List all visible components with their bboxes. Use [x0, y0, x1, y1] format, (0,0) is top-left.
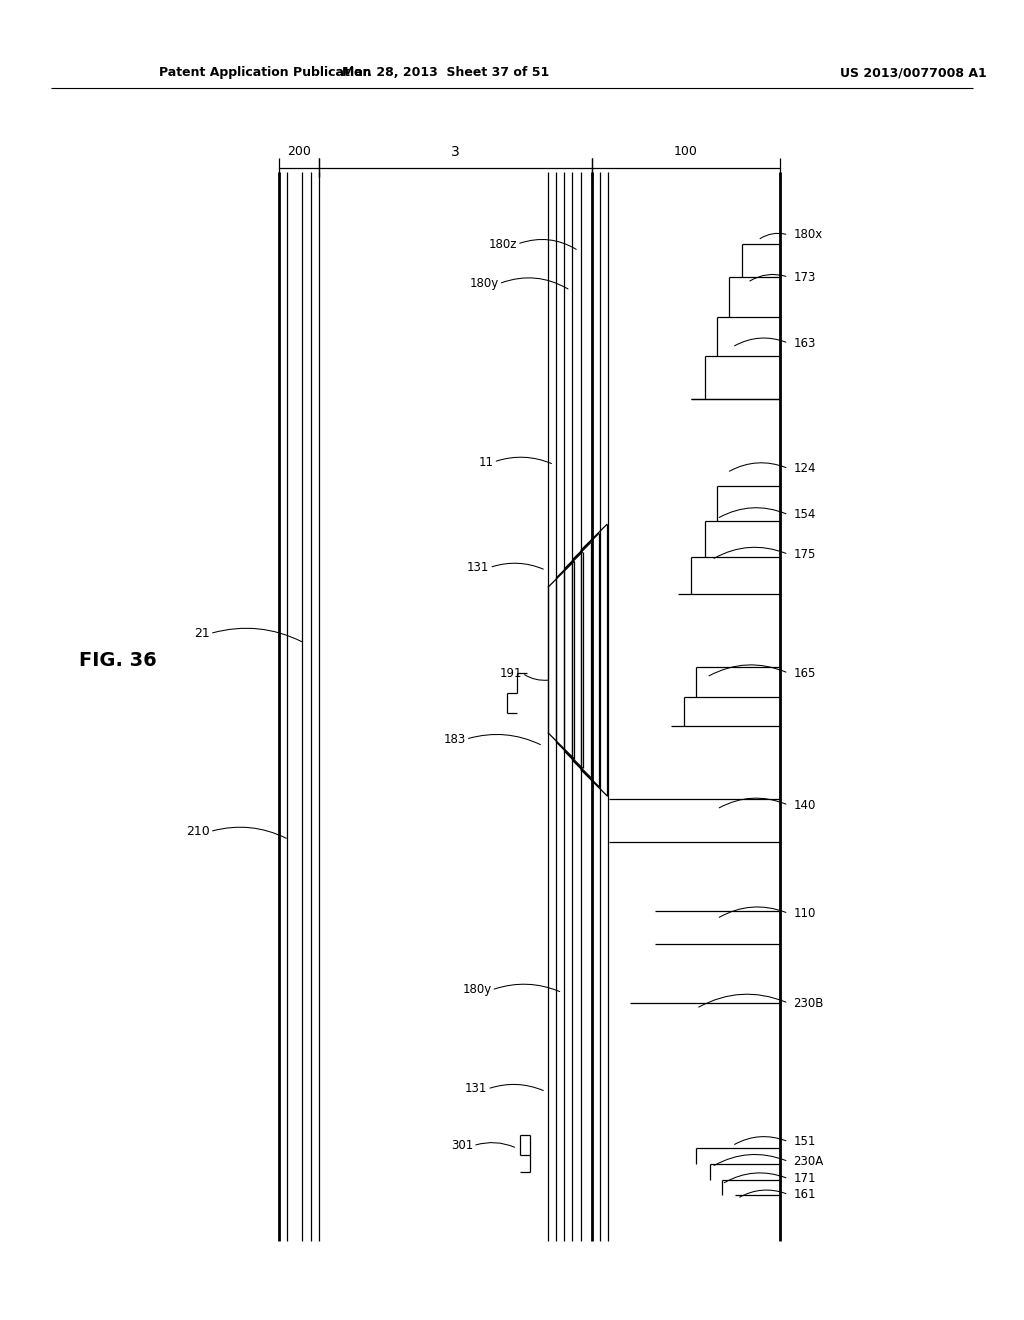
- Text: 140: 140: [794, 799, 816, 812]
- Text: 171: 171: [794, 1172, 816, 1185]
- Text: 180x: 180x: [794, 228, 823, 242]
- Text: US 2013/0077008 A1: US 2013/0077008 A1: [840, 66, 986, 79]
- Text: Mar. 28, 2013  Sheet 37 of 51: Mar. 28, 2013 Sheet 37 of 51: [342, 66, 549, 79]
- Text: 124: 124: [794, 462, 816, 475]
- Text: 161: 161: [794, 1188, 816, 1201]
- Text: 200: 200: [287, 145, 311, 158]
- Text: 301: 301: [451, 1139, 473, 1152]
- Text: 191: 191: [500, 667, 522, 680]
- Text: 3: 3: [452, 145, 460, 158]
- Text: 230A: 230A: [794, 1155, 824, 1168]
- Text: 180z: 180z: [488, 238, 517, 251]
- Text: 163: 163: [794, 337, 816, 350]
- Text: 180y: 180y: [469, 277, 499, 290]
- Text: 180y: 180y: [462, 983, 492, 997]
- Text: 173: 173: [794, 271, 816, 284]
- Text: FIG. 36: FIG. 36: [79, 651, 157, 669]
- Text: 11: 11: [478, 455, 494, 469]
- Text: 100: 100: [674, 145, 698, 158]
- Text: Patent Application Publication: Patent Application Publication: [159, 66, 371, 79]
- Text: 210: 210: [186, 825, 210, 838]
- Text: 21: 21: [195, 627, 210, 640]
- Text: 110: 110: [794, 907, 816, 920]
- Text: 154: 154: [794, 508, 816, 521]
- Text: 183: 183: [443, 733, 466, 746]
- Text: 165: 165: [794, 667, 816, 680]
- Text: 131: 131: [465, 1082, 487, 1096]
- Text: 175: 175: [794, 548, 816, 561]
- Text: 230B: 230B: [794, 997, 824, 1010]
- Text: 131: 131: [467, 561, 489, 574]
- Text: 151: 151: [794, 1135, 816, 1148]
